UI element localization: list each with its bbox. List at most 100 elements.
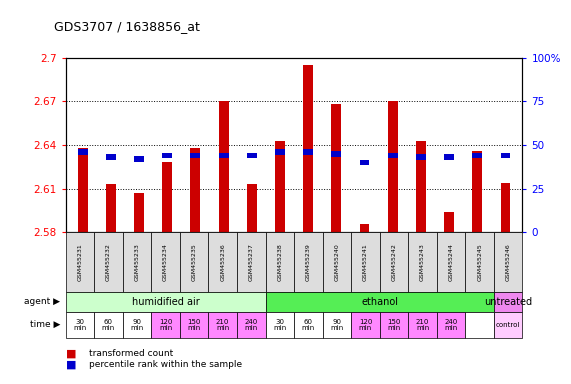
Bar <box>444 212 454 232</box>
Bar <box>66 312 94 338</box>
Bar <box>351 312 380 338</box>
Text: untreated: untreated <box>484 297 532 307</box>
Bar <box>208 232 237 292</box>
Bar <box>437 232 465 292</box>
Text: GSM455232: GSM455232 <box>106 243 111 281</box>
Bar <box>66 232 94 292</box>
Bar <box>151 232 180 292</box>
Bar <box>66 292 266 312</box>
Text: 240
min: 240 min <box>244 319 258 331</box>
Bar <box>180 312 208 338</box>
Text: 30
min: 30 min <box>73 319 87 331</box>
Text: GSM455238: GSM455238 <box>278 243 282 281</box>
Bar <box>106 154 116 160</box>
Bar <box>437 312 465 338</box>
Bar <box>294 312 323 338</box>
Bar <box>237 312 266 338</box>
Text: GSM455243: GSM455243 <box>420 243 425 281</box>
Text: 120
min: 120 min <box>159 319 172 331</box>
Bar <box>219 101 228 232</box>
Bar <box>134 193 144 232</box>
Bar <box>472 151 482 232</box>
Text: 210
min: 210 min <box>216 319 230 331</box>
Bar <box>408 312 437 338</box>
Text: transformed count: transformed count <box>89 349 173 358</box>
Bar <box>208 312 237 338</box>
Bar <box>247 152 257 158</box>
Bar <box>465 312 494 338</box>
Bar <box>219 152 228 158</box>
Bar <box>360 159 369 166</box>
Text: ■: ■ <box>66 360 76 370</box>
Bar <box>151 312 180 338</box>
Bar <box>494 292 522 312</box>
Bar <box>78 149 87 155</box>
Text: GSM455241: GSM455241 <box>363 243 368 281</box>
Bar <box>494 312 522 338</box>
Bar <box>78 148 87 232</box>
Bar <box>134 156 144 162</box>
Bar <box>266 312 294 338</box>
Text: 90
min: 90 min <box>130 319 144 331</box>
Bar <box>247 184 257 232</box>
Text: GSM455246: GSM455246 <box>506 243 510 281</box>
Bar <box>237 232 266 292</box>
Bar <box>331 151 341 157</box>
Bar <box>465 232 494 292</box>
Text: 150
min: 150 min <box>387 319 401 331</box>
Bar <box>303 149 313 155</box>
Bar <box>266 292 494 312</box>
Text: GSM455236: GSM455236 <box>220 243 225 281</box>
Text: GSM455239: GSM455239 <box>306 243 311 281</box>
Bar <box>388 152 397 158</box>
Bar <box>380 232 408 292</box>
Bar <box>94 232 123 292</box>
Bar <box>388 101 397 232</box>
Text: GSM455234: GSM455234 <box>163 243 168 281</box>
Bar <box>106 184 116 232</box>
Text: GDS3707 / 1638856_at: GDS3707 / 1638856_at <box>54 20 200 33</box>
Text: ethanol: ethanol <box>361 297 398 307</box>
Text: GSM455240: GSM455240 <box>335 243 339 281</box>
Bar <box>472 152 482 158</box>
Bar <box>303 65 313 232</box>
Text: GSM455235: GSM455235 <box>192 243 196 281</box>
Bar <box>494 232 522 292</box>
Bar <box>323 232 351 292</box>
Bar <box>94 312 123 338</box>
Bar <box>162 162 172 232</box>
Bar <box>266 232 294 292</box>
Bar <box>275 149 285 155</box>
Text: 30
min: 30 min <box>273 319 287 331</box>
Text: percentile rank within the sample: percentile rank within the sample <box>89 360 242 369</box>
Text: 210
min: 210 min <box>416 319 429 331</box>
Text: 60
min: 60 min <box>301 319 315 331</box>
Bar <box>444 154 454 160</box>
Bar <box>275 141 285 232</box>
Text: GSM455233: GSM455233 <box>135 243 139 281</box>
Text: GSM455245: GSM455245 <box>477 243 482 281</box>
Bar <box>191 148 200 232</box>
Text: 240
min: 240 min <box>444 319 458 331</box>
Text: GSM455244: GSM455244 <box>449 243 453 281</box>
Text: GSM455231: GSM455231 <box>78 243 82 281</box>
Bar <box>501 183 510 232</box>
Bar <box>180 232 208 292</box>
Text: 120
min: 120 min <box>359 319 372 331</box>
Text: agent ▶: agent ▶ <box>24 297 60 306</box>
Bar <box>416 141 426 232</box>
Bar <box>323 312 351 338</box>
Bar <box>123 232 151 292</box>
Bar <box>380 312 408 338</box>
Text: 150
min: 150 min <box>187 319 201 331</box>
Text: 60
min: 60 min <box>102 319 115 331</box>
Text: 90
min: 90 min <box>330 319 344 331</box>
Bar <box>501 152 510 158</box>
Bar <box>191 152 200 158</box>
Text: ■: ■ <box>66 348 76 358</box>
Text: time ▶: time ▶ <box>30 320 60 329</box>
Bar <box>294 232 323 292</box>
Text: GSM455237: GSM455237 <box>249 243 254 281</box>
Bar <box>416 154 426 160</box>
Bar <box>408 232 437 292</box>
